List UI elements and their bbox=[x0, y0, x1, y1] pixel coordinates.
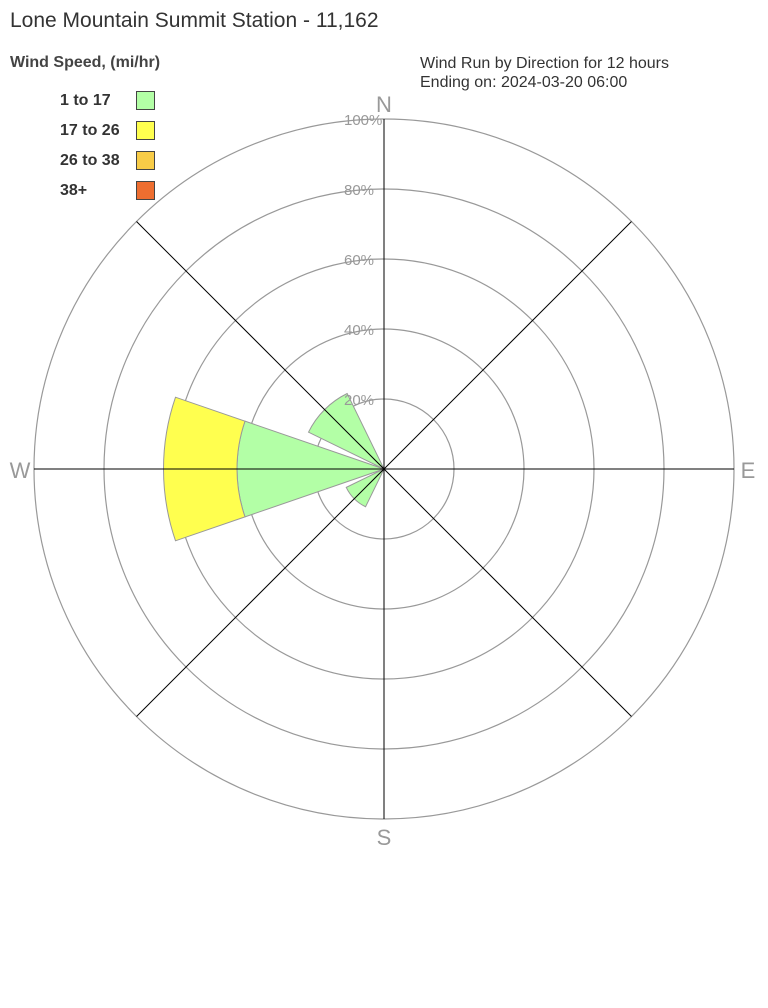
radial-tick-label: 40% bbox=[344, 322, 374, 339]
legend-swatch bbox=[136, 181, 155, 200]
radial-tick-label: 20% bbox=[344, 392, 374, 409]
spoke bbox=[136, 221, 385, 470]
legend-swatch bbox=[136, 121, 155, 140]
compass-label-W: W bbox=[10, 458, 31, 483]
subtitle-line-2: Ending on: 2024-03-20 06:00 bbox=[420, 74, 628, 91]
spoke bbox=[136, 468, 385, 717]
radial-tick-label: 60% bbox=[344, 252, 374, 269]
legend-label: 17 to 26 bbox=[60, 122, 120, 139]
radial-tick-label: 100% bbox=[344, 112, 382, 129]
legend-label: 1 to 17 bbox=[60, 92, 111, 109]
chart-title: Lone Mountain Summit Station - 11,162 bbox=[10, 9, 379, 32]
legend-label: 38+ bbox=[60, 182, 88, 199]
spoke bbox=[383, 221, 632, 470]
legend-label: 26 to 38 bbox=[60, 152, 120, 169]
legend-swatch bbox=[136, 151, 155, 170]
legend-swatch bbox=[136, 91, 155, 110]
compass-label-N: N bbox=[376, 92, 392, 117]
compass-label-E: E bbox=[741, 458, 756, 483]
spoke bbox=[383, 468, 632, 717]
radial-tick-label: 80% bbox=[344, 182, 374, 199]
compass-label-S: S bbox=[377, 825, 392, 850]
subtitle-line-1: Wind Run by Direction for 12 hours bbox=[420, 55, 669, 72]
legend-title: Wind Speed, (mi/hr) bbox=[10, 54, 161, 71]
